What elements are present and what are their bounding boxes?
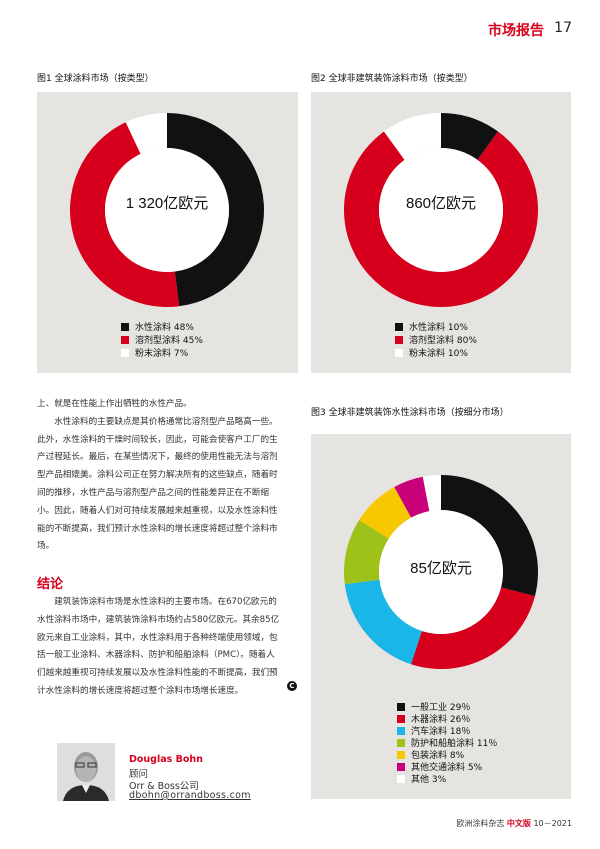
edition-label: 中文版 (506, 819, 531, 828)
figure-1-legend-item: 粉末涂料 7% (121, 348, 188, 360)
donut-slice (394, 476, 430, 518)
legend-label: 溶剂型涂料 80% (409, 336, 477, 346)
figure-2-legend-item: 粉末涂料 10% (395, 348, 468, 360)
figure-3-legend-item: 一般工业 29％ (397, 702, 470, 714)
author-role: 顾问 (129, 769, 149, 780)
legend-label: 包装涂料 8% (411, 751, 465, 761)
legend-swatch (395, 336, 403, 344)
figure-1-donut (70, 113, 264, 307)
donut-slice (422, 475, 441, 512)
legend-swatch (395, 323, 403, 331)
figure-3-legend-item: 汽车涂料 18％ (397, 726, 470, 738)
figure-3-legend-item: 包装涂料 8% (397, 750, 464, 762)
figure-3-legend-item: 其他交通涂料 5% (397, 762, 482, 774)
legend-swatch (397, 739, 405, 747)
body-line: 水性涂料市场中，建筑装饰涂料市场约占580亿欧元。其余85亿 (37, 614, 280, 625)
legend-swatch (397, 775, 405, 783)
donut-slice (167, 113, 264, 307)
conclusion-heading: 结论 (37, 577, 64, 592)
author-portrait-image (57, 743, 115, 801)
donut-slice (344, 131, 538, 308)
donut-slice (441, 113, 499, 160)
donut-slice (344, 520, 389, 585)
section-title: 市场报告 (488, 23, 544, 39)
legend-swatch (121, 349, 129, 357)
legend-label: 防护和船舶涂料 11％ (411, 739, 498, 749)
legend-swatch (121, 323, 129, 331)
magazine-name: 欧洲涂料杂志 (456, 819, 505, 828)
legend-swatch (395, 349, 403, 357)
figure-1-legend-item: 溶剂型涂料 45% (121, 335, 203, 347)
body-line: 计水性涂料的增长速度将超过整个涂料市场增长速度。 (37, 685, 244, 696)
body-line: 能的不断提高，我们预计水性涂料的增长速度将超过整个涂料市 (37, 523, 278, 534)
legend-label: 汽车涂料 18％ (411, 727, 471, 737)
figure-2-legend-item: 溶剂型涂料 80% (395, 335, 477, 347)
figure-3-panel: 85亿欧元 一般工业 29％ 木器涂料 26％ 汽车涂料 18％ 防护和船舶涂料… (311, 434, 571, 799)
article-body: 上、就是在性能上作出牺牲的水性产品。 水性涂料的主要缺点是其价格通常比溶剂型产品… (37, 396, 298, 556)
legend-swatch (397, 751, 405, 759)
legend-label: 一般工业 29％ (411, 703, 471, 713)
figure-2-donut (344, 113, 538, 308)
figure-1-title: 图1 全球涂料市场（按类型） (37, 74, 154, 84)
legend-label: 粉末涂料 10% (409, 349, 468, 359)
author-name: Douglas Bohn (129, 754, 203, 765)
donut-hole (105, 148, 229, 272)
figure-1-center-label: 1 320亿欧元 (125, 195, 209, 212)
figure-3-title: 图3 全球非建筑装饰水性涂料市场（按细分市场） (311, 408, 509, 418)
figure-3-legend-item: 其他 3% (397, 774, 446, 786)
body-line: 场。 (37, 541, 55, 552)
author-email-link[interactable]: dbohn@orrandboss.com (129, 790, 251, 801)
legend-label: 溶剂型涂料 45% (135, 336, 203, 346)
donut-slice (125, 113, 167, 154)
figure-3-legend-item: 木器涂料 26％ (397, 714, 470, 726)
donut-slice (70, 122, 180, 307)
legend-label: 粉末涂料 7% (135, 349, 189, 359)
end-of-article-icon: C (287, 681, 297, 691)
figure-3-center-label: 85亿欧元 (410, 560, 472, 577)
body-line: 小。因此，随着人们对可持续发展越来越重视，以及水性涂料性 (37, 505, 278, 516)
figure-2-panel: 860亿欧元 水性涂料 10% 溶剂型涂料 80% 粉末涂料 10% (311, 92, 571, 373)
figure-1-legend-item: 水性涂料 48% (121, 322, 194, 334)
body-line: 水性涂料的主要缺点是其价格通常比溶剂型产品略高一些。 (37, 416, 278, 427)
figure-2-legend-item: 水性涂料 10% (395, 322, 468, 334)
figure-2-title: 图2 全球非建筑装饰涂料市场（按类型） (311, 74, 473, 84)
figure-1-panel: 1 320亿欧元 水性涂料 48% 溶剂型涂料 45% 粉末涂料 7% (37, 92, 298, 373)
legend-label: 木器涂料 26％ (411, 715, 471, 725)
body-line: 产过程延长。最后，在某些情况下，最终的使用性能无法与溶剂 (37, 452, 278, 463)
legend-label: 水性涂料 48% (135, 323, 194, 333)
donut-hole (379, 510, 503, 634)
footer: 欧洲涂料杂志 中文版 10－2021 (456, 818, 572, 829)
legend-label: 其他 3% (411, 775, 447, 785)
legend-swatch (397, 703, 405, 711)
figure-2-center-label: 860亿欧元 (405, 195, 477, 212)
body-line: 们越来越重视可持续发展以及水性涂料性能的不断提高，我们预 (37, 668, 278, 679)
issue-number: 10－2021 (533, 819, 572, 828)
legend-label: 水性涂料 10% (409, 323, 468, 333)
figure-3-donut (344, 475, 538, 669)
donut-slice (441, 475, 538, 597)
legend-swatch (397, 727, 405, 735)
legend-swatch (397, 715, 405, 723)
legend-label: 其他交通涂料 5% (411, 763, 483, 773)
page-number: 17 (554, 20, 572, 36)
body-line: 型产品相媲美。涂料公司正在努力解决所有的这些缺点，随着时 (37, 470, 278, 481)
body-line: 间的推移，水性产品与溶剂型产品之间的性能差异正在不断缩 (37, 487, 270, 498)
donut-hole (379, 148, 503, 272)
body-line: 建筑装饰涂料市场是水性涂料的主要市场。在670亿欧元的 (37, 597, 277, 607)
donut-slice (411, 587, 535, 669)
donut-slice (359, 486, 412, 539)
legend-swatch (121, 336, 129, 344)
body-line: 欧元来自工业涂料，其中，水性涂料用于各种终端使用领域，包 (37, 632, 278, 643)
body-line: 括一般工业涂料、木器涂料、防护和船舶涂料（PMC）。随着人 (37, 650, 275, 661)
figure-3-legend-item: 防护和船舶涂料 11％ (397, 738, 497, 750)
body-line: 此外，水性涂料的干燥时间较长，因此，可能会使客户工厂的生 (37, 434, 278, 445)
donut-slice (344, 579, 422, 665)
donut-slice (383, 113, 441, 160)
author-company: Orr & Boss公司 (129, 781, 199, 792)
legend-swatch (397, 763, 405, 771)
author-photo (57, 743, 115, 801)
body-line: 上、就是在性能上作出牺牲的水性产品。 (37, 399, 192, 409)
conclusion-body: 建筑装饰涂料市场是水性涂料的主要市场。在670亿欧元的 水性涂料市场中，建筑装饰… (37, 594, 298, 701)
